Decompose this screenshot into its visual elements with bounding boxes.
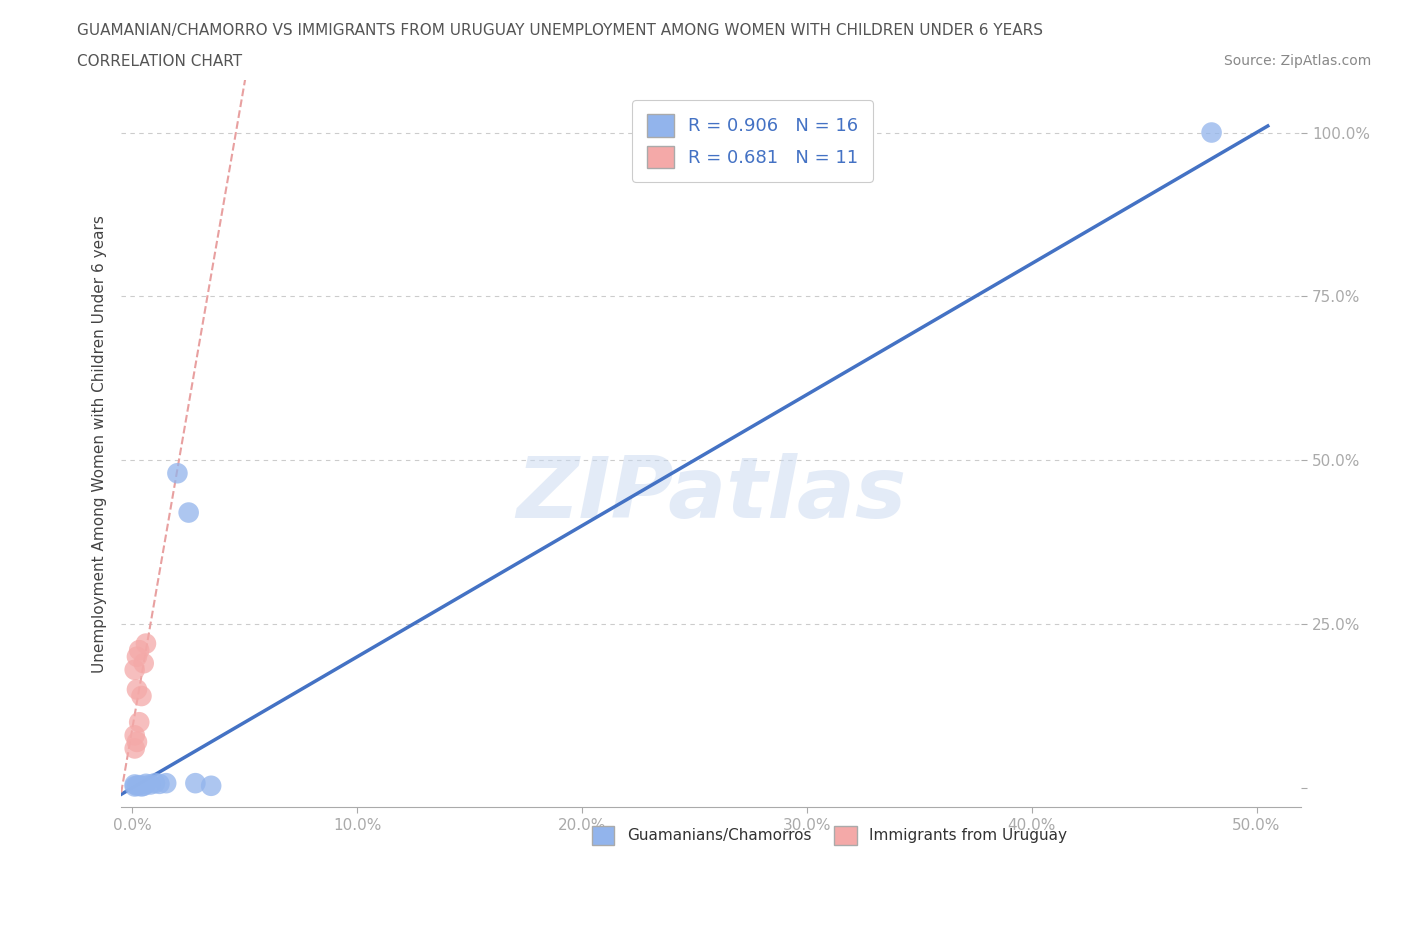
Point [128, 643, 150, 658]
Point [131, 688, 153, 703]
Point [124, 777, 146, 792]
Point [124, 662, 146, 677]
Point [131, 779, 153, 794]
Text: ZIPatlas: ZIPatlas [516, 453, 907, 537]
Point [124, 779, 146, 794]
Point [200, 778, 222, 793]
Point [124, 728, 146, 743]
Point [139, 777, 162, 792]
Point [128, 715, 150, 730]
Point [125, 735, 148, 750]
Point [135, 777, 157, 791]
Point [125, 682, 148, 697]
Point [155, 776, 177, 790]
Point [128, 777, 150, 792]
Text: CORRELATION CHART: CORRELATION CHART [77, 54, 242, 69]
Point [166, 466, 188, 481]
Text: Source: ZipAtlas.com: Source: ZipAtlas.com [1223, 54, 1371, 68]
Point [125, 649, 148, 664]
Y-axis label: Unemployment Among Women with Children Under 6 years: Unemployment Among Women with Children U… [93, 215, 107, 672]
Point [148, 777, 170, 791]
Point [177, 505, 200, 520]
Point [1201, 125, 1223, 140]
Point [184, 776, 207, 790]
Point [132, 778, 155, 793]
Legend: Guamanians/Chamorros, Immigrants from Uruguay: Guamanians/Chamorros, Immigrants from Ur… [585, 820, 1073, 851]
Point [143, 776, 166, 790]
Point [125, 778, 148, 793]
Point [132, 656, 155, 671]
Point [135, 636, 157, 651]
Text: GUAMANIAN/CHAMORRO VS IMMIGRANTS FROM URUGUAY UNEMPLOYMENT AMONG WOMEN WITH CHIL: GUAMANIAN/CHAMORRO VS IMMIGRANTS FROM UR… [77, 23, 1043, 38]
Point [124, 741, 146, 756]
